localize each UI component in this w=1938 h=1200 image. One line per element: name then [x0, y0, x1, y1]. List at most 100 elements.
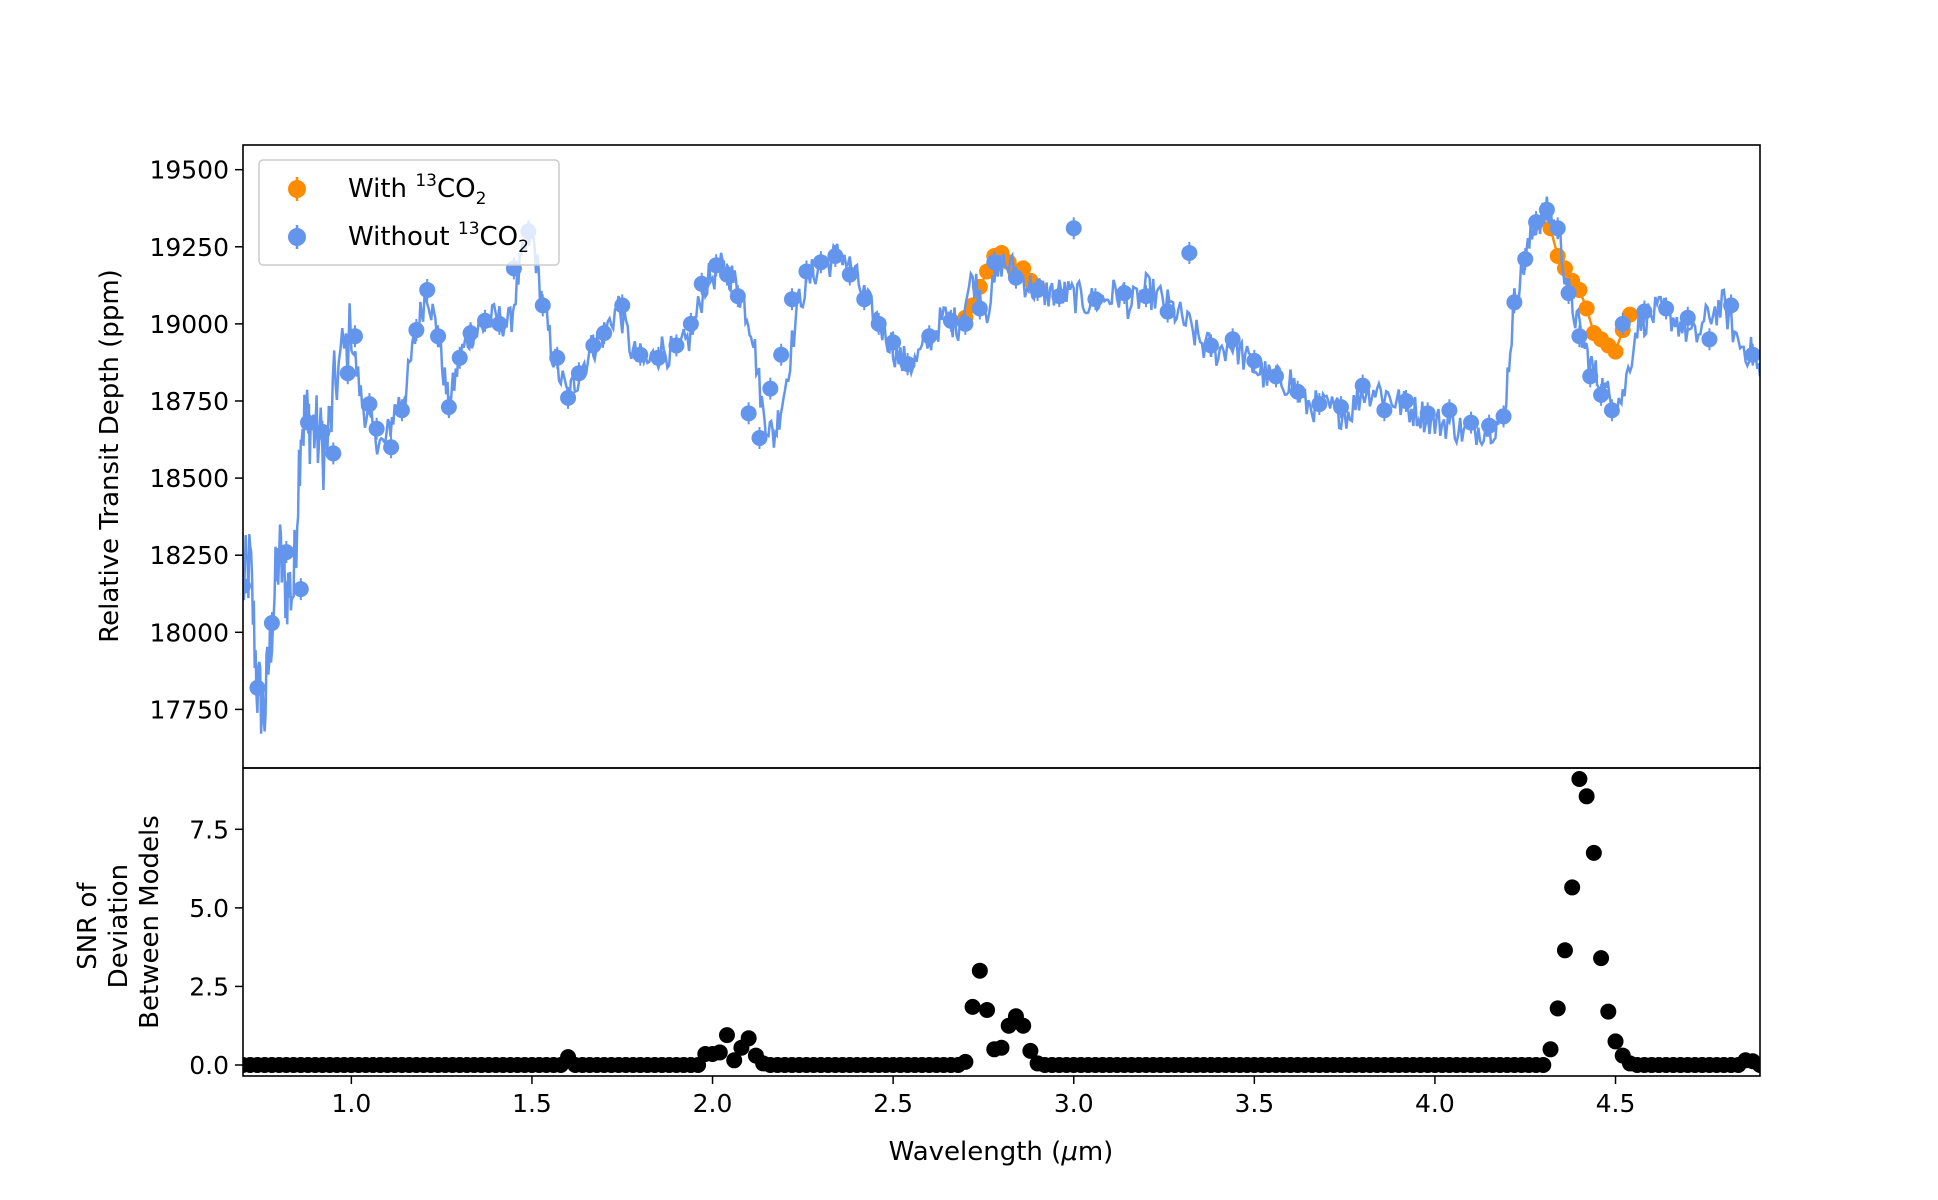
data-point-without-13co2 — [263, 615, 280, 632]
snr-data-point — [1556, 942, 1573, 959]
top-y-tick-label: 19000 — [149, 310, 229, 339]
data-point-without-13co2 — [1398, 392, 1415, 409]
data-point-without-13co2 — [812, 254, 829, 271]
data-point-without-13co2 — [249, 679, 266, 696]
data-point-without-13co2 — [243, 578, 251, 595]
data-point-without-13co2 — [585, 337, 602, 354]
data-point-without-13co2 — [1636, 303, 1653, 320]
snr-data-point — [1542, 1041, 1559, 1058]
top-y-ticks: 17750 18000 18250 18500 18750 19000 19250 19500 — [149, 156, 243, 724]
data-point-without-13co2 — [682, 315, 699, 332]
snr-data-point — [964, 998, 981, 1015]
data-point-without-13co2 — [383, 439, 400, 456]
data-point-without-13co2 — [1246, 352, 1263, 369]
bottom-y-ticks: 0.0 2.5 5.0 7.5 — [189, 815, 243, 1080]
data-point-without-13co2 — [549, 349, 566, 366]
data-point-without-13co2 — [1181, 244, 1198, 261]
data-point-without-13co2 — [1517, 251, 1534, 268]
snr-baseline-point — [1535, 1057, 1552, 1073]
legend: With 13CO2 Without 13CO2 — [258, 159, 560, 266]
data-point-without-13co2 — [292, 581, 309, 598]
snr-data-point — [1607, 1033, 1624, 1050]
snr-data-point — [993, 1039, 1010, 1056]
bottom-y-label-line-3: Between Models — [135, 815, 165, 1029]
data-point-without-13co2 — [798, 263, 815, 280]
snr-data-point — [718, 1027, 735, 1044]
bottom-y-label-line-1: SNR of — [73, 882, 103, 970]
data-point-without-13co2 — [1007, 269, 1024, 286]
data-point-without-13co2 — [419, 281, 436, 298]
x-tick-label: 2.0 — [693, 1089, 733, 1118]
data-point-without-13co2 — [942, 312, 959, 329]
data-point-without-13co2 — [729, 288, 746, 305]
x-tick-label: 2.5 — [873, 1089, 913, 1118]
data-point-without-13co2 — [1723, 297, 1740, 314]
snr-data-point — [1564, 879, 1581, 896]
data-point-without-13co2 — [1538, 201, 1555, 218]
top-y-tick-label: 18750 — [149, 387, 229, 416]
data-point-without-13co2 — [885, 334, 902, 351]
snr-data-point — [1549, 1000, 1566, 1017]
data-point-without-13co2 — [368, 420, 385, 437]
data-point-without-13co2 — [393, 402, 410, 419]
data-point-without-13co2 — [751, 429, 768, 446]
data-point-without-13co2 — [1159, 303, 1176, 320]
top-panel: 17750 18000 18250 18500 18750 19000 19250 19500… — [95, 144, 1761, 769]
snr-data-point — [1015, 1017, 1032, 1034]
top-plot-area — [243, 196, 1760, 734]
data-point-without-13co2 — [1137, 288, 1154, 305]
top-y-tick-label: 19500 — [149, 156, 229, 185]
data-point-without-13co2 — [971, 300, 988, 317]
top-y-axis-label: Relative Transit Depth (ppm) — [95, 269, 125, 643]
data-point-without-13co2 — [1051, 288, 1068, 305]
x-tick-label: 1.0 — [331, 1089, 371, 1118]
snr-data-point — [755, 1055, 772, 1072]
bottom-y-tick-label: 2.5 — [189, 972, 229, 1001]
data-point-without-13co2 — [1528, 214, 1545, 231]
data-point-without-13co2 — [1065, 220, 1082, 237]
data-point-without-13co2 — [278, 544, 295, 561]
data-point-without-13co2 — [1495, 408, 1512, 425]
data-point-without-13co2 — [339, 365, 356, 382]
data-point-without-13co2 — [325, 445, 342, 462]
data-point-without-13co2 — [346, 328, 363, 345]
data-point-without-13co2 — [1419, 405, 1436, 422]
bottom-y-tick-label: 5.0 — [189, 894, 229, 923]
snr-data-point — [957, 1053, 974, 1070]
data-point-without-13co2 — [462, 325, 479, 342]
data-point-without-13co2 — [841, 266, 858, 283]
data-point-without-13co2 — [314, 423, 331, 440]
data-point-without-13co2 — [440, 399, 457, 416]
x-tick-label: 4.0 — [1415, 1089, 1455, 1118]
data-point-without-13co2 — [1744, 346, 1760, 363]
x-tick-label: 3.5 — [1234, 1089, 1274, 1118]
data-point-without-13co2 — [668, 337, 685, 354]
data-point-with-13co2 — [1607, 343, 1624, 360]
top-y-tick-label: 19250 — [149, 233, 229, 262]
data-point-without-13co2 — [856, 291, 873, 308]
data-point-without-13co2 — [986, 254, 1003, 271]
data-point-without-13co2 — [1441, 402, 1458, 419]
snr-data-point — [1571, 771, 1588, 787]
legend-label-without: Without 13CO2 — [348, 219, 529, 257]
data-point-without-13co2 — [570, 365, 587, 382]
data-point-without-13co2 — [476, 312, 493, 329]
data-point-without-13co2 — [1549, 220, 1566, 237]
data-point-without-13co2 — [1354, 377, 1371, 394]
x-axis-label: Wavelength (μm) — [889, 1137, 1114, 1167]
top-y-tick-label: 18250 — [149, 541, 229, 570]
data-point-without-13co2 — [1582, 368, 1599, 385]
x-tick-label: 3.0 — [1054, 1089, 1094, 1118]
legend-box — [258, 159, 560, 266]
data-point-without-13co2 — [1087, 291, 1104, 308]
series-line-without-13co2 — [243, 196, 1760, 734]
legend-entry-without: Without 13CO2 — [288, 219, 529, 257]
data-point-without-13co2 — [430, 328, 447, 345]
snr-data-point — [1022, 1042, 1039, 1059]
data-point-without-13co2 — [762, 380, 779, 397]
bottom-panel: 0.0 2.5 5.0 7.5 1.0 1.5 2.0 2.5 3.0 3.5 4.0 4.5 SN… — [73, 767, 1761, 1167]
data-point-without-13co2 — [773, 346, 790, 363]
snr-data-point — [560, 1049, 577, 1066]
data-point-without-13co2 — [784, 291, 801, 308]
data-point-without-13co2 — [1603, 402, 1620, 419]
